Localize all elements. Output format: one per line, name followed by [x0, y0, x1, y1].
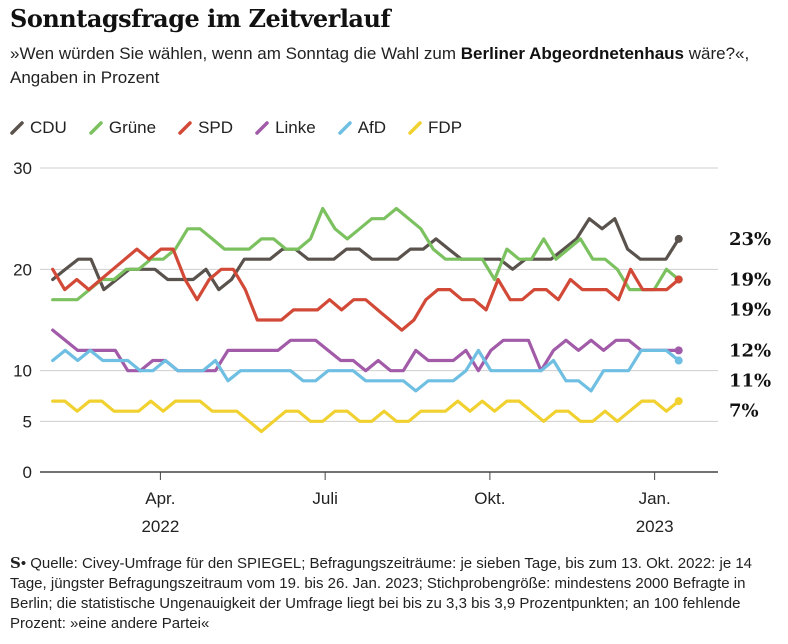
y-tick-label: 0 [23, 463, 32, 482]
series-line-spd [51, 247, 681, 332]
end-label-fdp: 7% [729, 400, 759, 421]
x-tick-label: Juli [312, 489, 338, 508]
series-line-linke [51, 328, 681, 373]
legend-label: SPD [198, 118, 234, 137]
legend-swatch-icon [408, 121, 422, 135]
legend-swatch-icon [89, 121, 103, 135]
legend-swatch-icon [178, 121, 192, 135]
series-end-point-spd [674, 275, 683, 284]
legend-label: FDP [428, 118, 463, 137]
y-tick-label: 5 [23, 412, 32, 431]
source-note: S• Quelle: Civey-Umfrage für den SPIEGEL… [10, 553, 780, 634]
source-text: • Quelle: Civey-Umfrage für den SPIEGEL;… [10, 555, 753, 632]
series-end-point-cdu [674, 234, 683, 243]
end-label-grüne: 19% [729, 269, 771, 290]
legend-swatch-icon [255, 121, 269, 135]
legend-item-spd: SPD [178, 118, 233, 138]
legend-item-grüne: Grüne [89, 118, 156, 138]
end-label-afd: 11% [729, 370, 771, 391]
x-tick-year-label: 2023 [636, 517, 674, 536]
legend-swatch-icon [10, 121, 24, 135]
legend-label: AfD [357, 118, 387, 137]
end-label-spd: 19% [729, 299, 771, 320]
x-tick-label: Apr. [145, 489, 175, 508]
y-tick-label: 20 [13, 260, 32, 279]
end-label-cdu: 23% [729, 229, 771, 250]
x-tick-label: Okt. [474, 489, 505, 508]
legend-label: CDU [30, 118, 67, 137]
line-chart: 0 5 10 20 30 Apr. 2022 Juli Okt. Jan. 2023 23% 19% 19… [13, 159, 771, 536]
series-line-cdu [51, 217, 681, 292]
legend-item-afd: AfD [337, 118, 387, 138]
subtitle-text-2: wäre?«, Angaben in Prozent [10, 44, 750, 87]
legend-item-fdp: FDP [408, 118, 462, 138]
series-line-grüne [51, 206, 681, 302]
x-tick-year-label: 2022 [141, 517, 179, 536]
end-label-linke: 12% [729, 340, 771, 361]
legend-label: Linke [275, 118, 316, 137]
series-end-point-linke [674, 346, 683, 355]
y-tick-label: 10 [13, 362, 32, 381]
series-end-point-afd [674, 356, 683, 365]
x-tick-label: Jan. [639, 489, 671, 508]
legend-swatch-icon [337, 121, 352, 135]
legend: CDU Grüne SPD Linke AfD FDP [10, 118, 462, 138]
legend-label: Grüne [108, 118, 157, 137]
chart-title: Sonntagsfrage im Zeitverlauf [10, 4, 391, 33]
y-tick-label: 30 [13, 159, 32, 178]
legend-item-cdu: CDU [10, 118, 67, 138]
series-line-afd [51, 348, 681, 393]
series-end-point-fdp [674, 397, 683, 406]
series-line-fdp [51, 399, 681, 434]
legend-item-linke: Linke [255, 118, 316, 138]
spiegel-logo-icon: S [10, 554, 21, 572]
chart-subtitle: »Wen würden Sie wählen, wenn am Sonntag … [10, 42, 770, 90]
subtitle-bold: Berliner Abgeordnetenhaus [460, 44, 684, 63]
subtitle-text-1: »Wen würden Sie wählen, wenn am Sonntag … [10, 44, 461, 63]
